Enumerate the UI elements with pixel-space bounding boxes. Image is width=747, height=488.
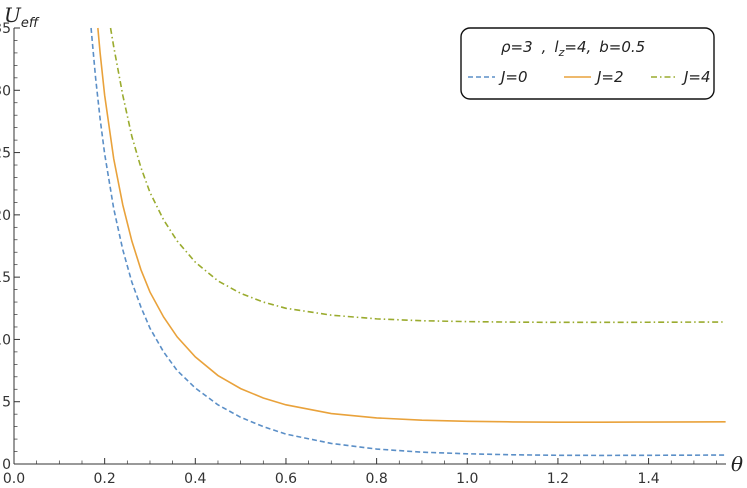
y-tick-label: 25 <box>0 146 11 162</box>
series-line-j-2 <box>97 27 726 423</box>
y-tick-label: 10 <box>0 332 11 348</box>
x-tick-label: 0.6 <box>275 471 297 487</box>
x-tick-label: 1.4 <box>637 471 659 487</box>
x-tick-label: 0.2 <box>94 471 116 487</box>
axis-ticks: 0.0 0.2 0.4 0.6 0.8 1.0 1.2 1.4 0 5 10 15 20 25 30 35 <box>0 21 717 487</box>
series-line-j-4 <box>109 27 726 324</box>
x-tick-label: 0.4 <box>184 471 206 487</box>
legend: ρ=3, lz=4, b=0.5 J=0 J=2 J=4 <box>460 27 715 100</box>
legend-label: J=2 <box>594 68 624 86</box>
x-tick-label: 1.2 <box>547 471 569 487</box>
legend-label: J=0 <box>498 68 528 86</box>
legend-box <box>460 27 715 100</box>
y-tick-label: 5 <box>2 395 11 411</box>
y-axis-title: Ueff <box>4 3 40 31</box>
x-tick-label: 0.8 <box>365 471 387 487</box>
legend-title: ρ=3, lz=4, b=0.5 <box>501 38 645 59</box>
y-tick-label: 20 <box>0 208 11 224</box>
y-tick-label: 30 <box>0 83 11 99</box>
legend-label: J=4 <box>681 68 711 86</box>
x-axis-title: θ <box>731 452 743 476</box>
x-tick-label: 1.0 <box>456 471 478 487</box>
y-tick-label: 0 <box>2 457 11 473</box>
y-tick-label: 35 <box>0 21 11 37</box>
series-group <box>90 27 726 457</box>
legend-entries: J=0 J=2 J=4 <box>468 68 711 86</box>
y-tick-label: 15 <box>0 270 11 286</box>
series-line-j-0 <box>90 27 726 457</box>
x-tick-label: 0.0 <box>3 471 25 487</box>
